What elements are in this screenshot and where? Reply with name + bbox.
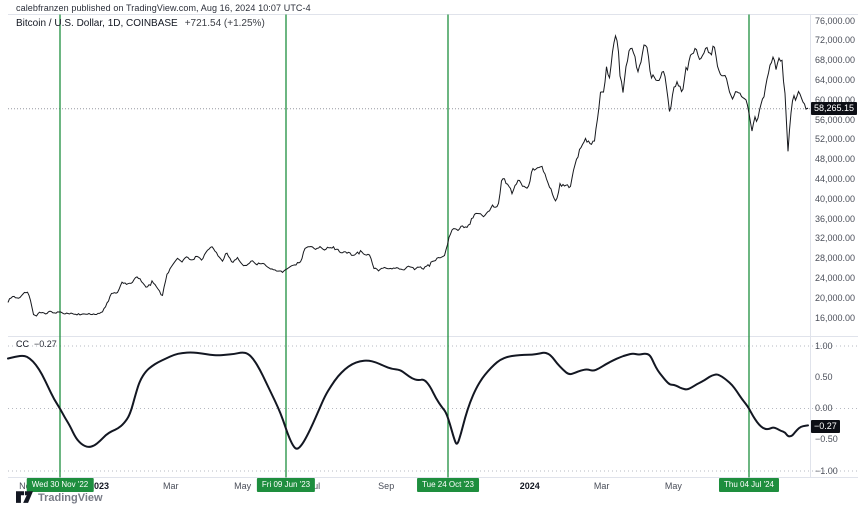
time-tick: Sep xyxy=(378,481,395,491)
price-tick: 40,000.00 xyxy=(815,193,856,204)
event-date-badge: Thu 04 Jul '24 xyxy=(718,478,780,492)
time-tick: 2023 xyxy=(88,481,110,491)
price-tick: 24,000.00 xyxy=(815,272,856,283)
indicator-legend[interactable]: CC −0.27 xyxy=(16,339,57,349)
time-tick: May xyxy=(664,481,682,491)
event-date-badge: Wed 30 Nov '22 xyxy=(26,478,94,492)
symbol-legend[interactable]: Bitcoin / U.S. Dollar, 1D, COINBASE +721.… xyxy=(16,18,265,29)
time-tick: Mar xyxy=(163,481,179,491)
indicator-tick: −0.50 xyxy=(815,434,838,445)
price-tick: 20,000.00 xyxy=(815,292,856,303)
price-tick: 32,000.00 xyxy=(815,233,856,244)
price-tick: 72,000.00 xyxy=(815,35,856,46)
watermark-label: TradingView xyxy=(38,491,103,504)
symbol-title: Bitcoin / U.S. Dollar, 1D, COINBASE xyxy=(16,18,178,29)
time-tick: Mar xyxy=(593,481,610,491)
indicator-tick: −1.00 xyxy=(815,465,838,476)
last-price-badge: 58,265.15 xyxy=(811,102,858,115)
indicator-value: −0.27 xyxy=(34,339,57,349)
price-tick: 56,000.00 xyxy=(815,114,856,125)
price-tick: 60,000.00 xyxy=(815,94,856,105)
price-tick: 52,000.00 xyxy=(815,134,856,145)
price-tick: 48,000.00 xyxy=(815,154,856,165)
tradingview-logo-icon xyxy=(16,491,33,503)
price-tick: 36,000.00 xyxy=(815,213,856,224)
indicator-tick: 1.00 xyxy=(815,340,833,351)
price-tick: 44,000.00 xyxy=(815,173,856,184)
price-tick: 28,000.00 xyxy=(815,253,856,264)
event-date-badge: Tue 24 Oct '23 xyxy=(417,478,479,492)
price-tick: 76,000.00 xyxy=(815,15,856,26)
event-date-badge: Fri 09 Jun '23 xyxy=(256,478,316,492)
indicator-name: CC xyxy=(16,339,29,349)
indicator-value-badge: −0.27 xyxy=(811,420,840,433)
indicator-tick: 0.50 xyxy=(815,371,833,382)
attribution-text: calebfranzen published on TradingView.co… xyxy=(16,3,311,13)
price-tick: 64,000.00 xyxy=(815,74,856,85)
symbol-change: +721.54 (+1.25%) xyxy=(184,18,265,29)
tradingview-watermark[interactable]: TradingView xyxy=(16,491,103,504)
price-tick: 16,000.00 xyxy=(815,312,856,323)
time-tick: May xyxy=(234,481,252,491)
time-tick: 2024 xyxy=(519,481,540,491)
indicator-tick: 0.00 xyxy=(815,403,833,413)
price-tick: 68,000.00 xyxy=(815,55,856,66)
